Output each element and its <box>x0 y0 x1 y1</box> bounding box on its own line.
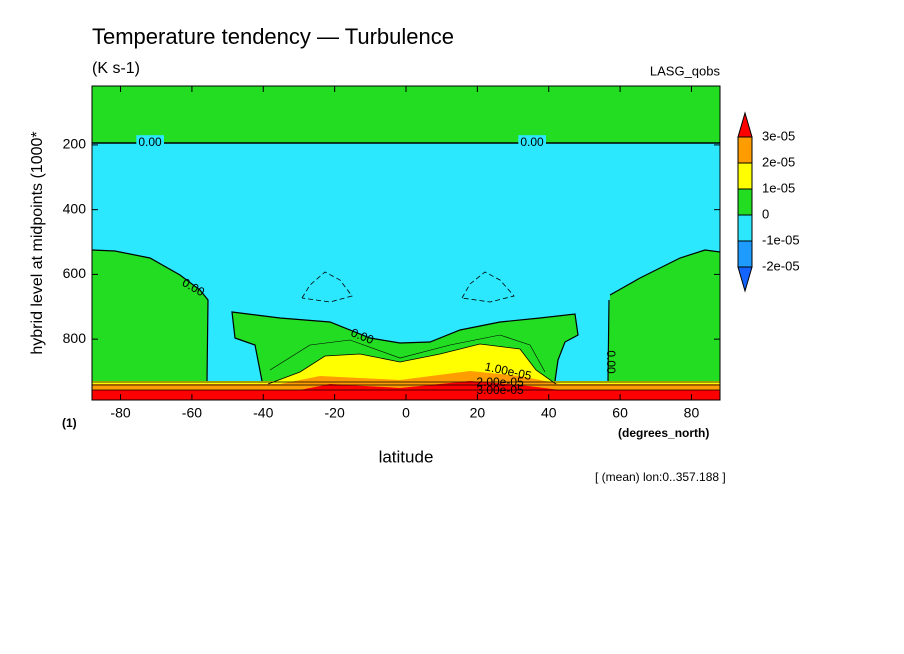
colorbar-band <box>737 188 753 216</box>
x-tick-label: 0 <box>402 405 410 421</box>
contour-fill <box>608 250 720 381</box>
chart-subtitle: (K s-1) <box>92 60 140 77</box>
x-tick-label: -60 <box>182 405 202 421</box>
contour-line <box>269 334 546 373</box>
x-tick-label: 60 <box>612 405 628 421</box>
contour-label: 2.00e-05 <box>476 375 524 389</box>
contour-line <box>301 271 353 303</box>
colorbar-label: -1e-05 <box>762 232 800 247</box>
y-tick-label: 400 <box>63 200 87 216</box>
colorbar-label: 3e-05 <box>762 128 795 143</box>
label-bg <box>136 135 165 150</box>
y-tick-label: 800 <box>63 330 87 346</box>
contour-label: 0.00 <box>520 135 544 149</box>
annotation: [ (mean) lon:0..357.188 ] <box>595 470 726 484</box>
contour-label: 0.00 <box>138 135 162 149</box>
colorbar-label: -2e-05 <box>762 258 800 273</box>
contour-line <box>267 343 557 385</box>
x-tick-label: 80 <box>684 405 700 421</box>
contour-line <box>461 271 515 303</box>
dataset-label: LASG_qobs <box>650 63 721 78</box>
colorbar-band <box>737 214 753 242</box>
contour-label: 0.00 <box>604 350 618 374</box>
colorbar-cap <box>737 266 753 293</box>
contour-fill <box>92 86 720 143</box>
contour-fill <box>92 381 720 400</box>
y-axis-units: (1) <box>62 416 77 430</box>
y-tick-label: 600 <box>63 265 87 281</box>
colorbar-band <box>737 240 753 268</box>
colorbar-cap <box>737 111 753 138</box>
colorbar-band <box>737 136 753 164</box>
x-tick-label: -40 <box>253 405 273 421</box>
y-axis-label: hybrid level at midpoints (1000* <box>29 131 46 354</box>
colorbar-label: 2e-05 <box>762 154 795 169</box>
contour-fill <box>92 371 720 391</box>
y-tick-label: 200 <box>63 136 87 152</box>
x-axis-label: latitude <box>379 447 434 466</box>
x-tick-label: -80 <box>110 405 130 421</box>
x-axis-units: (degrees_north) <box>618 426 709 440</box>
label-bg <box>518 135 547 150</box>
colorbar-label: 0 <box>762 206 769 221</box>
chart-title: Temperature tendency — Turbulence <box>92 24 454 49</box>
contour-line <box>91 249 209 382</box>
x-tick-label: 20 <box>470 405 486 421</box>
x-tick-label: 40 <box>541 405 557 421</box>
contour-line <box>609 249 721 296</box>
contour-line <box>607 299 610 382</box>
x-tick-label: -20 <box>325 405 345 421</box>
contour-line <box>231 311 579 382</box>
plot-area <box>91 85 721 401</box>
contour-fill <box>92 250 208 381</box>
colorbar-label: 1e-05 <box>762 180 795 195</box>
colorbar-band <box>737 162 753 190</box>
contour-label: 3.00e-05 <box>476 383 524 397</box>
